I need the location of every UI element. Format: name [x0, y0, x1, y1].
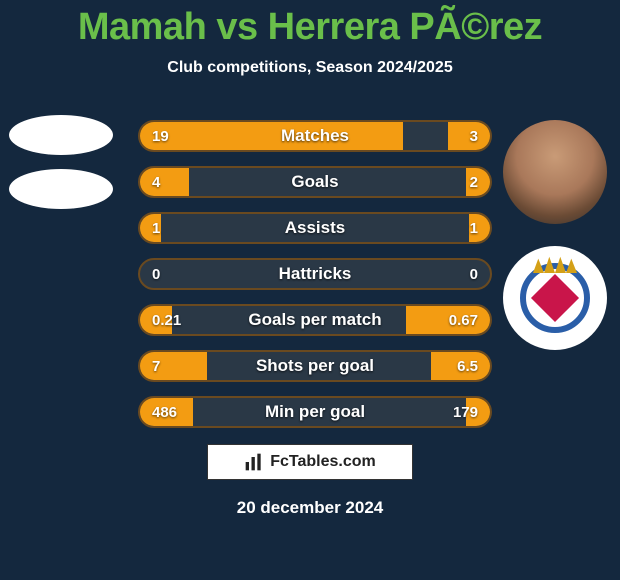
player-face-icon — [503, 120, 607, 224]
stat-row: 00Hattricks — [138, 258, 492, 290]
left-club-crest-placeholder — [9, 169, 113, 209]
brand-badge: FcTables.com — [207, 444, 413, 480]
stat-row: 76.5Shots per goal — [138, 350, 492, 382]
page-subtitle: Club competitions, Season 2024/2025 — [0, 59, 620, 77]
stat-label: Hattricks — [140, 260, 490, 288]
left-player-avatar-placeholder — [9, 115, 113, 155]
stat-label: Goals — [140, 168, 490, 196]
stat-label: Goals per match — [140, 306, 490, 334]
stat-label: Min per goal — [140, 398, 490, 426]
stat-row: 11Assists — [138, 212, 492, 244]
bar-chart-icon — [244, 452, 264, 472]
stat-label: Assists — [140, 214, 490, 242]
stat-label: Shots per goal — [140, 352, 490, 380]
right-player-avatar — [503, 120, 607, 224]
page-title: Mamah vs Herrera PÃ©rez — [0, 0, 620, 49]
left-player-column — [6, 115, 116, 223]
brand-text: FcTables.com — [270, 453, 376, 471]
stat-row: 42Goals — [138, 166, 492, 198]
club-crest-icon — [520, 263, 590, 333]
comparison-stats: 193Matches 42Goals 11Assists 00Hattricks 0.2… — [138, 120, 492, 442]
stat-label: Matches — [140, 122, 490, 150]
comparison-date: 20 december 2024 — [0, 498, 620, 518]
crown-icon — [533, 255, 577, 273]
stat-row: 486179Min per goal — [138, 396, 492, 428]
right-club-crest — [503, 246, 607, 350]
right-player-column — [500, 120, 610, 372]
stat-row: 193Matches — [138, 120, 492, 152]
stat-row: 0.210.67Goals per match — [138, 304, 492, 336]
